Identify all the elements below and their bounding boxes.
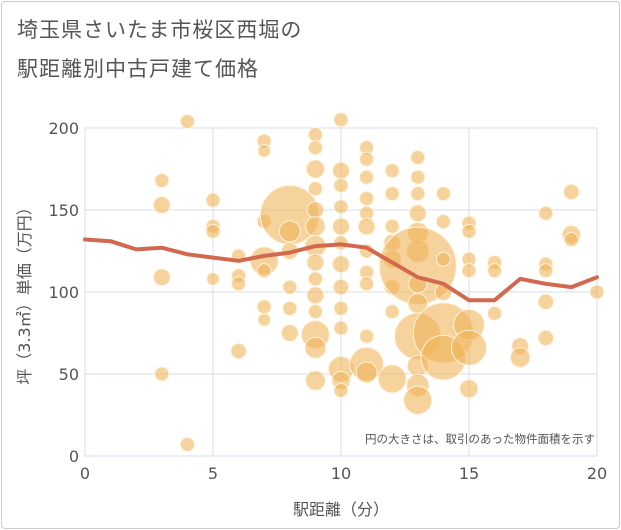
data-bubble (435, 213, 451, 229)
data-bubble (509, 347, 531, 368)
data-bubble (355, 361, 378, 384)
data-bubble (487, 305, 503, 321)
data-bubble (461, 223, 477, 239)
data-bubble (563, 183, 580, 201)
data-bubble (359, 276, 375, 292)
y-tick-label: 150 (48, 201, 79, 220)
data-bubble (306, 286, 325, 305)
data-bubble (563, 232, 579, 248)
x-tick-label: 20 (587, 464, 607, 483)
x-tick-label: 5 (208, 464, 218, 483)
data-bubble (451, 329, 487, 366)
data-bubble (461, 263, 477, 279)
data-bubble (206, 272, 220, 286)
x-axis-label: 駅距離（分） (293, 500, 389, 519)
x-tick-label: 0 (80, 464, 90, 483)
data-bubble (307, 181, 323, 197)
y-tick-label: 100 (48, 283, 79, 302)
data-bubble (408, 204, 427, 223)
data-bubble (280, 324, 299, 342)
data-bubble (410, 186, 426, 202)
data-bubble (410, 169, 426, 185)
chart-title-line-1: 埼玉県さいたま市桜区西堀の (17, 18, 303, 42)
data-bubble (333, 112, 349, 128)
data-bubble (487, 263, 503, 279)
data-bubble (410, 150, 426, 166)
data-bubble (257, 313, 272, 327)
data-bubble (359, 191, 375, 207)
data-bubble (435, 186, 451, 202)
data-bubble (537, 329, 554, 347)
data-bubble (332, 278, 350, 296)
data-bubble (278, 220, 301, 243)
data-bubble (538, 263, 554, 279)
data-bubble (152, 196, 171, 214)
data-bubble (333, 199, 349, 215)
data-bubble (305, 370, 326, 391)
data-bubble (307, 304, 323, 320)
data-bubble (257, 144, 272, 158)
data-bubble (403, 385, 433, 415)
y-tick-label: 0 (69, 447, 79, 466)
data-bubble (359, 151, 375, 167)
data-bubble (333, 177, 349, 193)
x-tick-label: 10 (331, 464, 351, 483)
data-bubble (154, 366, 170, 382)
y-tick-label: 50 (59, 365, 79, 384)
data-bubble (282, 279, 298, 295)
data-bubble (435, 251, 451, 267)
data-bubble (537, 293, 554, 311)
data-bubble (384, 163, 400, 179)
data-bubble (333, 300, 349, 316)
data-bubble (306, 253, 325, 272)
data-bubble (307, 271, 323, 287)
data-bubble (384, 304, 400, 320)
trend-line (83, 237, 599, 303)
data-bubble (179, 437, 195, 453)
data-bubble (307, 127, 323, 143)
y-axis-label: 坪（3.3㎡）単価（万円） (15, 199, 34, 384)
data-bubble (205, 223, 221, 239)
data-bubble (256, 299, 272, 315)
data-bubble (304, 336, 327, 359)
y-tick-label: 200 (48, 119, 79, 138)
data-bubble (359, 169, 375, 185)
data-bubble (384, 186, 400, 202)
data-bubble (256, 263, 272, 279)
data-bubble (333, 320, 349, 336)
data-bubble (305, 159, 325, 179)
data-bubble (306, 201, 325, 219)
data-bubble (305, 216, 326, 237)
data-bubble (230, 342, 247, 360)
data-bubble (333, 382, 349, 398)
data-bubble (359, 328, 375, 344)
x-tick-label: 15 (459, 464, 479, 483)
data-bubble (152, 268, 171, 287)
chart-title-line-2: 駅距離別中古戸建て価格 (17, 57, 259, 81)
data-bubble (332, 217, 350, 236)
data-bubble (231, 276, 247, 292)
data-bubble (205, 192, 221, 208)
data-bubble (377, 364, 407, 394)
data-bubble (332, 161, 350, 180)
data-bubble (384, 218, 400, 234)
size-note: 円の大きさは、取引のあった物件面積を示す (365, 432, 595, 446)
data-bubble (357, 217, 376, 236)
data-bubble (307, 140, 323, 156)
data-bubble (282, 300, 298, 316)
data-bubble (154, 172, 170, 188)
data-bubble (538, 205, 554, 221)
data-bubble (589, 284, 605, 300)
data-bubble (179, 113, 195, 129)
data-bubble (459, 379, 479, 399)
bubbles (152, 112, 605, 453)
data-bubble (332, 255, 350, 274)
